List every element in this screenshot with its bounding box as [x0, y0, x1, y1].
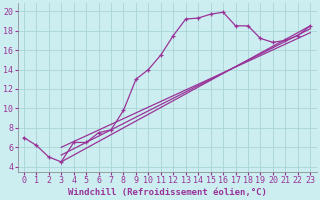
- X-axis label: Windchill (Refroidissement éolien,°C): Windchill (Refroidissement éolien,°C): [68, 188, 267, 197]
